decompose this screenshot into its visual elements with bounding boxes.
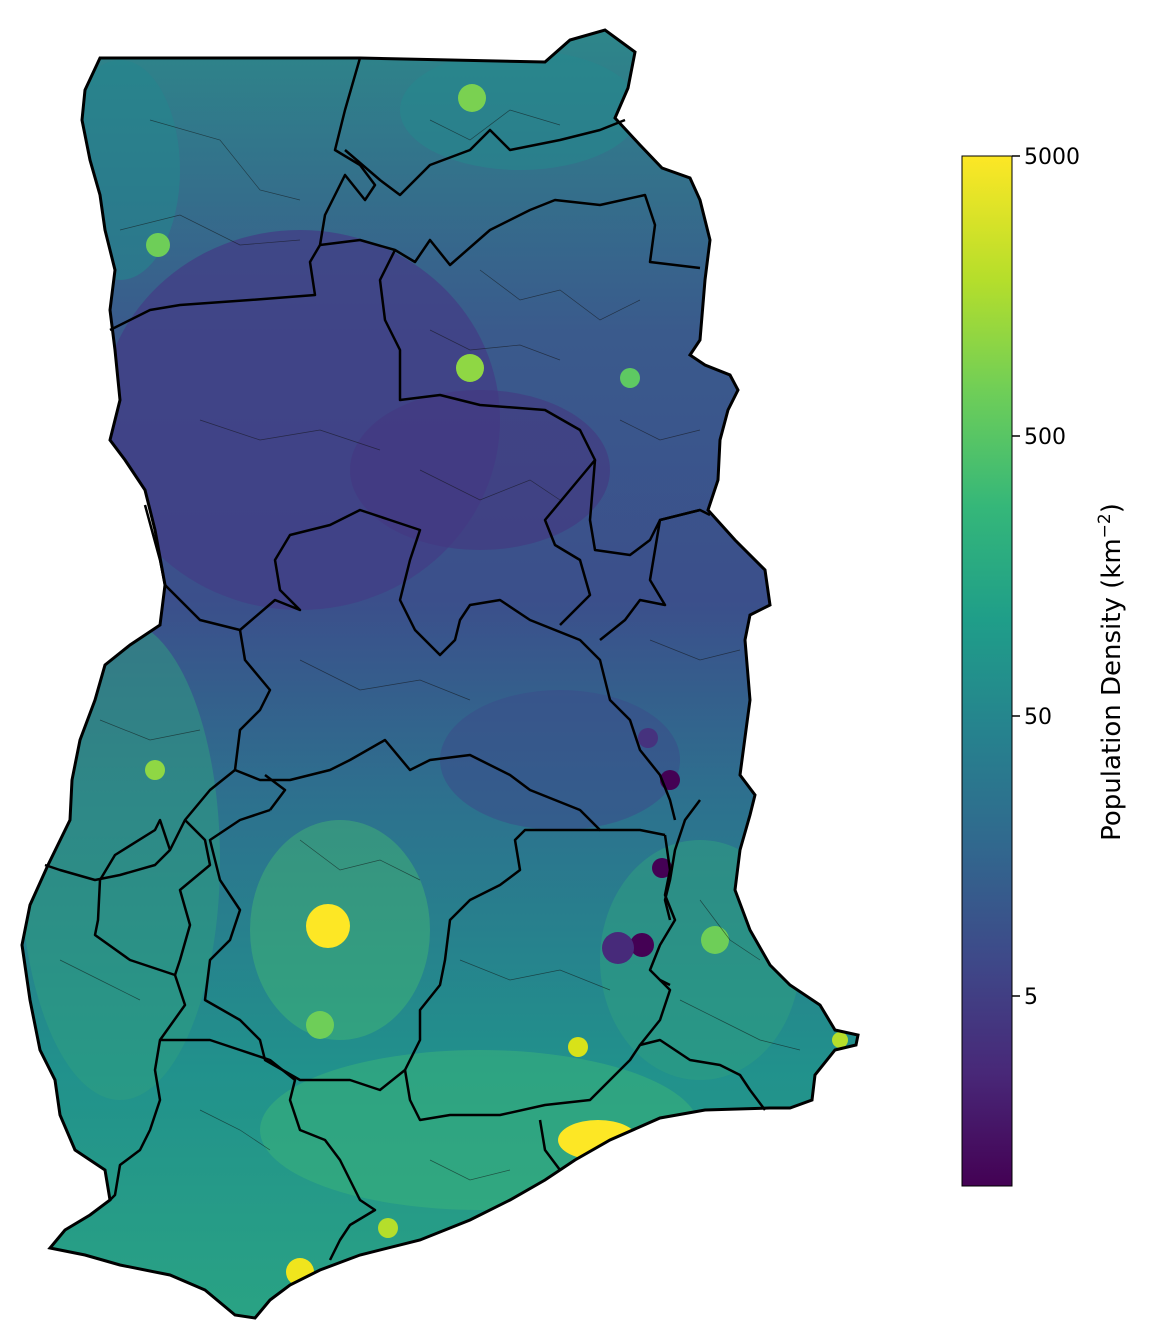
colorbar-gradient	[961, 155, 1013, 1187]
kumasi-hotspot	[306, 904, 350, 948]
colorbar-title: Population Density (km−2)	[1095, 503, 1127, 841]
colorbar-tick-label: 5	[1024, 985, 1038, 1010]
colorbar-tick-label: 5000	[1024, 145, 1080, 170]
district-boundaries	[59, 109, 801, 1181]
region-boundaries	[44, 57, 766, 1261]
tamale-hotspot	[456, 354, 484, 382]
colorbar-tick-label: 50	[1024, 705, 1052, 730]
colorbar-tick-label: 500	[1024, 425, 1066, 450]
colorbar-ticks: 5000 500 50 5	[1012, 145, 1080, 1010]
